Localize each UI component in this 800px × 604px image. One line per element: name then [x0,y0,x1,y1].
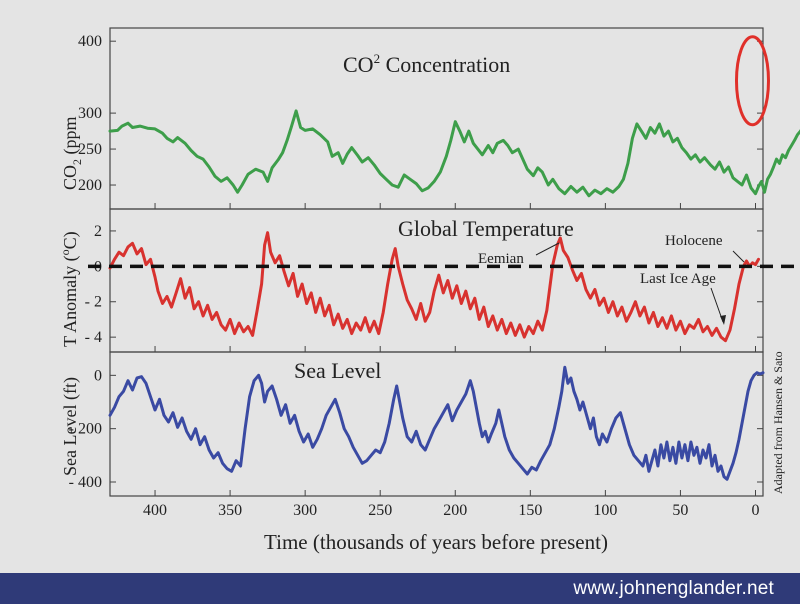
x-tick-label: 350 [218,502,242,519]
website-link[interactable]: www.johnenglander.net [573,578,774,599]
temperature-axis-label: T Anomaly (oC) [58,231,81,347]
holocene-annotation: Holocene [665,233,745,263]
temperature-series-line [108,231,760,343]
x-tick-label: 200 [443,502,467,519]
last-ice-age-label: Last Ice Age [640,271,716,287]
co2-y-tick-label: 300 [78,105,102,122]
sea-level-y-tick-label: 0 [94,367,102,384]
eemian-leader [535,242,560,256]
temperature-y-tick-label: - 4 [85,329,102,346]
co2-y-tick-label: 200 [78,177,102,194]
holocene-leader [732,250,745,263]
axis-ticks [110,40,763,496]
x-axis-label: Time (thousands of years before present) [264,530,608,554]
sea-level-series-line [108,365,765,481]
sea-level-panel-frame [109,351,764,497]
co2-y-tick-label: 250 [78,141,102,158]
co2-series-line [108,109,800,198]
eemian-label: Eemian [478,251,524,267]
credit-text: Adapted from Hansen & Sato [771,351,785,494]
temperature-y-tick-label: 2 [94,223,102,240]
series-layer [108,109,800,481]
sea-level-axis-label: Sea Level (ft) [60,377,81,476]
co2-recent-spike-highlight [734,35,770,127]
holocene-label: Holocene [665,233,723,249]
temperature-y-tick-label: - 2 [85,294,102,311]
co2-panel-title: CO2 Concentration [343,51,510,77]
co2-axis-label: CO2 (ppm [60,116,84,190]
temperature-panel-title: Global Temperature [398,216,574,241]
co2-y-tick-label: 400 [78,33,102,50]
sea-level-y-tick-label: - 400 [69,474,102,491]
last-ice-age-annotation: Last Ice Age [640,271,726,325]
x-tick-label: 100 [593,502,617,519]
x-tick-label: 250 [368,502,392,519]
last-ice-age-arrowhead [720,315,726,325]
x-tick-label: 150 [518,502,542,519]
footer-bar: www.johnenglander.net [0,573,800,604]
sea-level-y-tick-label: - 200 [69,421,102,438]
x-tick-label: 300 [293,502,317,519]
x-tick-label: 0 [751,502,759,519]
eemian-annotation: Eemian [478,242,560,267]
x-tick-label: 50 [672,502,688,519]
sea-level-panel-title: Sea Level [294,358,381,383]
x-tick-label: 400 [143,502,167,519]
